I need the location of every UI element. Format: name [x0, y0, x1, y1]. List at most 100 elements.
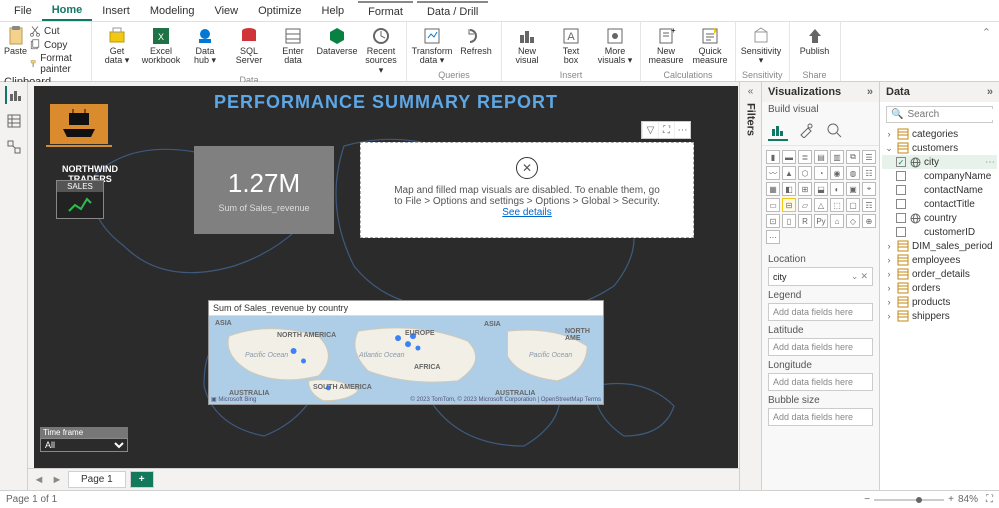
tab-data-drill[interactable]: Data / Drill — [417, 1, 488, 21]
format-visual-icon[interactable] — [796, 121, 816, 141]
well-latitude[interactable]: Add data fields here — [768, 338, 873, 356]
timeframe-slicer[interactable]: Time frame All — [40, 427, 128, 452]
viz-type-29[interactable]: ▯ — [782, 214, 796, 228]
viz-type-6[interactable]: ☰ — [862, 150, 876, 164]
tab-modeling[interactable]: Modeling — [140, 2, 205, 20]
cut-button[interactable]: Cut — [27, 24, 87, 38]
tab-insert[interactable]: Insert — [92, 2, 140, 20]
field-country[interactable]: country — [882, 211, 997, 225]
model-view-icon[interactable] — [5, 138, 23, 156]
viz-type-34[interactable]: ⊕ — [862, 214, 876, 228]
table-employees[interactable]: ›employees — [882, 253, 997, 267]
timeframe-select[interactable]: All — [40, 438, 128, 452]
viz-type-20[interactable]: ⌖ — [862, 182, 876, 196]
page-tab-1[interactable]: Page 1 — [68, 471, 126, 488]
field-contactTitle[interactable]: contactTitle — [882, 197, 997, 211]
expand-icon[interactable]: › — [884, 283, 894, 293]
tab-home[interactable]: Home — [42, 1, 93, 21]
field-city[interactable]: ✓city⋯ — [882, 155, 997, 169]
expand-icon[interactable]: › — [884, 297, 894, 307]
field-contactName[interactable]: contactName — [882, 183, 997, 197]
table-DIM_sales_period[interactable]: ›DIM_sales_period — [882, 239, 997, 253]
viz-type-3[interactable]: ▤ — [814, 150, 828, 164]
well-longitude[interactable]: Add data fields here — [768, 373, 873, 391]
viz-type-0[interactable]: ▮ — [766, 150, 780, 164]
field-checkbox[interactable] — [896, 227, 906, 237]
ribbon-button-get[interactable]: Getdata ▾ — [98, 24, 136, 75]
viz-type-32[interactable]: ⌂ — [830, 214, 844, 228]
tab-format[interactable]: Format — [358, 1, 413, 21]
zoom-out-icon[interactable]: − — [864, 494, 870, 505]
see-details-link[interactable]: See details — [502, 207, 551, 218]
filters-pane-collapsed[interactable]: « Filters — [739, 82, 761, 490]
viz-type-12[interactable]: ◍ — [846, 166, 860, 180]
close-icon[interactable]: ✕ — [516, 157, 538, 179]
field-checkbox[interactable]: ✓ — [896, 157, 906, 167]
table-view-icon[interactable] — [5, 112, 23, 130]
viz-type-22[interactable]: ⊟ — [782, 198, 796, 212]
field-checkbox[interactable] — [896, 213, 906, 223]
zoom-slider[interactable] — [874, 499, 944, 501]
expand-icon[interactable]: › — [884, 255, 894, 265]
ribbon-button-more[interactable]: Morevisuals ▾ — [596, 24, 634, 70]
viz-type-7[interactable]: 〰 — [766, 166, 780, 180]
expand-icon[interactable]: › — [884, 269, 894, 279]
ribbon-button-sensitivity[interactable]: Sensitivity▾ — [742, 24, 780, 70]
viz-type-5[interactable]: ⧉ — [846, 150, 860, 164]
viz-type-10[interactable]: ◔ — [814, 166, 828, 180]
viz-type-25[interactable]: ⬚ — [830, 198, 844, 212]
viz-type-31[interactable]: Py — [814, 214, 828, 228]
expand-icon[interactable]: › — [884, 129, 894, 139]
viz-type-14[interactable]: ▦ — [766, 182, 780, 196]
ribbon-button-new[interactable]: Newvisual — [508, 24, 546, 70]
ribbon-button-recent[interactable]: Recentsources ▾ — [362, 24, 400, 75]
ribbon-button-transform[interactable]: Transformdata ▾ — [413, 24, 451, 70]
well-legend[interactable]: Add data fields here — [768, 303, 873, 321]
field-checkbox[interactable] — [896, 199, 906, 209]
sales-card[interactable]: SALES — [56, 180, 104, 219]
field-companyName[interactable]: companyName — [882, 169, 997, 183]
table-categories[interactable]: ›categories — [882, 127, 997, 141]
viz-type-26[interactable]: ▢ — [846, 198, 860, 212]
ribbon-button-enter[interactable]: Enterdata — [274, 24, 312, 75]
tab-optimize[interactable]: Optimize — [248, 2, 311, 20]
well-bubble-size[interactable]: Add data fields here — [768, 408, 873, 426]
table-order_details[interactable]: ›order_details — [882, 267, 997, 281]
zoom-in-icon[interactable]: + — [948, 494, 954, 505]
viz-type-30[interactable]: R — [798, 214, 812, 228]
field-checkbox[interactable] — [896, 185, 906, 195]
expand-icon[interactable]: › — [884, 241, 894, 251]
field-checkbox[interactable] — [896, 171, 906, 181]
viz-type-2[interactable]: ≣ — [798, 150, 812, 164]
viz-type-23[interactable]: ▱ — [798, 198, 812, 212]
table-products[interactable]: ›products — [882, 295, 997, 309]
tab-help[interactable]: Help — [312, 2, 355, 20]
paste-button[interactable]: Paste — [4, 24, 27, 76]
viz-type-4[interactable]: ▥ — [830, 150, 844, 164]
ribbon-button-new[interactable]: +Newmeasure — [647, 24, 685, 70]
ribbon-button-excel[interactable]: XExcelworkbook — [142, 24, 180, 75]
ribbon-button-dataverse[interactable]: Dataverse — [318, 24, 356, 75]
viz-type-27[interactable]: ☶ — [862, 198, 876, 212]
viz-type-9[interactable]: ⬡ — [798, 166, 812, 180]
viz-type-19[interactable]: ▣ — [846, 182, 860, 196]
expand-icon[interactable]: ⌄ — [884, 143, 894, 154]
collapse-data-icon[interactable]: » — [987, 86, 993, 98]
table-customers[interactable]: ⌄customers — [882, 141, 997, 155]
page-prev-icon[interactable]: ◄ — [32, 474, 46, 486]
ribbon-button-data[interactable]: Datahub ▾ — [186, 24, 224, 75]
ribbon-button-sql[interactable]: SQLServer — [230, 24, 268, 75]
report-canvas[interactable]: PERFORMANCE SUMMARY REPORT NORTHWIND TRA… — [34, 86, 738, 468]
build-visual-icon[interactable] — [768, 121, 788, 141]
table-orders[interactable]: ›orders — [882, 281, 997, 295]
collapse-viz-icon[interactable]: » — [867, 86, 873, 98]
page-next-icon[interactable]: ► — [50, 474, 64, 486]
secondary-map-visual[interactable]: Sum of Sales_revenue by country ASIA NOR… — [208, 300, 604, 405]
field-more-icon[interactable]: ⋯ — [985, 157, 995, 168]
remove-field-icon[interactable]: ✕ — [860, 271, 868, 282]
tab-file[interactable]: File — [4, 2, 42, 20]
viz-type-8[interactable]: ▲ — [782, 166, 796, 180]
viz-type-17[interactable]: ⬓ — [814, 182, 828, 196]
map-visual[interactable]: ▽ ⛶ ⋯ ✕ Map and filled map visuals are d… — [360, 142, 694, 238]
ribbon-button-quick[interactable]: Quickmeasure — [691, 24, 729, 70]
